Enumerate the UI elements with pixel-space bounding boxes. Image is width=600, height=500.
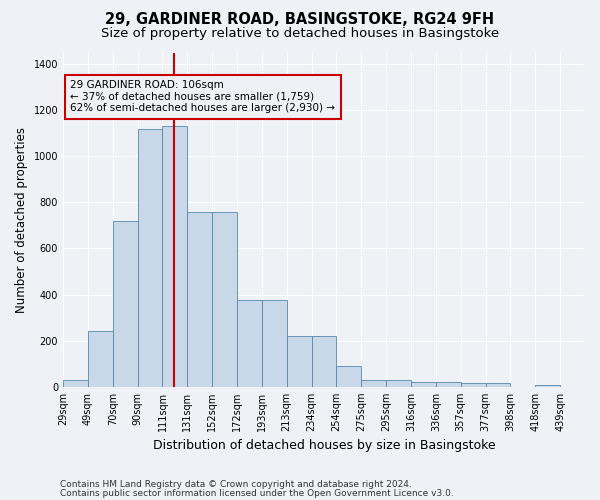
Bar <box>262 300 287 387</box>
Bar <box>361 380 386 387</box>
Bar <box>411 382 436 387</box>
Bar <box>436 382 461 387</box>
Text: 29 GARDINER ROAD: 106sqm
← 37% of detached houses are smaller (1,759)
62% of sem: 29 GARDINER ROAD: 106sqm ← 37% of detach… <box>70 80 335 114</box>
Bar <box>311 336 337 387</box>
Bar <box>337 366 361 387</box>
Text: 29, GARDINER ROAD, BASINGSTOKE, RG24 9FH: 29, GARDINER ROAD, BASINGSTOKE, RG24 9FH <box>106 12 494 28</box>
Bar <box>237 300 262 387</box>
Text: Contains HM Land Registry data © Crown copyright and database right 2024.: Contains HM Land Registry data © Crown c… <box>60 480 412 489</box>
Bar <box>137 128 163 387</box>
Bar <box>113 221 137 387</box>
Bar <box>187 212 212 387</box>
Text: Size of property relative to detached houses in Basingstoke: Size of property relative to detached ho… <box>101 28 499 40</box>
Text: Contains public sector information licensed under the Open Government Licence v3: Contains public sector information licen… <box>60 488 454 498</box>
Bar <box>386 380 411 387</box>
Bar <box>287 336 311 387</box>
X-axis label: Distribution of detached houses by size in Basingstoke: Distribution of detached houses by size … <box>153 440 496 452</box>
Bar <box>163 126 187 387</box>
Bar <box>88 332 113 387</box>
Bar <box>63 380 88 387</box>
Bar <box>535 384 560 387</box>
Y-axis label: Number of detached properties: Number of detached properties <box>15 126 28 312</box>
Bar <box>461 384 485 387</box>
Bar <box>212 212 237 387</box>
Bar <box>485 384 511 387</box>
